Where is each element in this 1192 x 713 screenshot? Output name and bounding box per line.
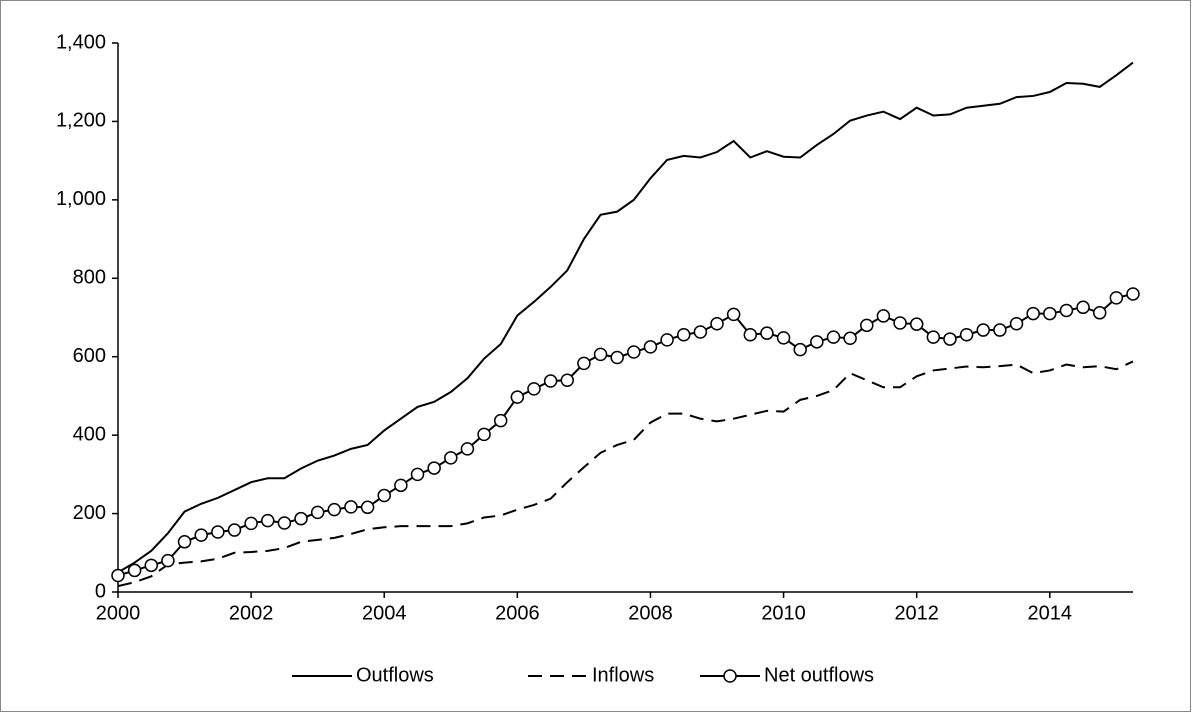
series-marker [510,390,525,404]
series-marker [377,488,391,503]
y-tick-label: 0 [95,580,106,602]
x-tick-label: 2000 [96,602,141,624]
series-marker [127,563,142,578]
x-tick-label: 2006 [495,602,540,624]
series-marker [627,345,641,359]
series-marker [543,374,558,388]
legend-label: Net outflows [764,664,874,686]
series-marker [327,502,342,517]
series-marker [161,553,175,568]
series-marker [726,307,741,322]
series-marker [1026,306,1040,321]
series-marker [1059,303,1074,318]
series-marker [693,325,708,339]
series-marker [676,328,691,342]
series-marker [277,516,292,530]
x-tick-label: 2010 [761,602,806,624]
series-marker [577,356,591,371]
series-marker [1009,317,1024,331]
y-tick-label: 1,200 [56,110,106,132]
series-marker [1092,306,1107,320]
series-marker [560,373,575,387]
series-marker [826,330,841,344]
series-marker [710,317,724,331]
series-marker [660,333,674,347]
series-marker [843,331,857,346]
series-marker [310,505,325,520]
y-tick-label: 1,400 [56,31,106,53]
y-tick-label: 600 [73,345,106,367]
series-marker [909,317,924,331]
series-marker [793,342,807,357]
series-marker [1043,306,1057,321]
series-marker [344,500,358,514]
series-marker [743,328,758,342]
series-marker [943,332,957,346]
series-marker [893,316,907,330]
y-tick-label: 800 [73,267,106,289]
series-marker [593,347,608,362]
series-marker [1126,287,1140,301]
x-tick-label: 2002 [229,602,274,624]
series-marker [427,461,441,475]
series-marker [211,525,225,539]
legend-label: Outflows [356,664,434,686]
series-marker [227,523,242,537]
series-marker [776,331,791,345]
x-tick-label: 2008 [628,602,673,624]
series-marker [993,323,1007,337]
series-marker [177,535,192,549]
series-marker [876,309,891,323]
series-marker [144,558,159,573]
series-marker [360,500,375,515]
series-marker [1076,300,1090,315]
series-marker [976,323,990,337]
series-marker [394,478,408,493]
series-marker [493,413,508,428]
series-marker [294,511,308,526]
series-marker [760,326,774,340]
series-line [117,61,1134,574]
series-marker [244,516,258,531]
series-marker [860,318,874,333]
y-tick-label: 400 [73,423,106,445]
series-marker [959,328,974,342]
legend-marker [723,669,737,683]
series-marker [610,350,624,365]
series-marker [460,442,475,456]
series-marker [926,330,941,344]
series-marker [1109,291,1124,305]
y-tick-label: 200 [73,502,106,524]
series-marker [111,568,125,583]
series-marker [527,382,541,396]
series-marker [444,451,458,465]
series-marker [194,528,208,542]
series-marker [810,335,824,349]
series-line [117,360,1134,588]
x-tick-label: 2012 [894,602,939,624]
x-tick-label: 2014 [1028,602,1073,624]
series-marker [410,467,425,482]
y-tick-label: 1,000 [56,188,106,210]
x-tick-label: 2004 [362,602,407,624]
series-marker [261,513,275,528]
legend-label: Inflows [592,664,654,686]
series-marker [643,340,658,354]
series-marker [477,427,491,442]
